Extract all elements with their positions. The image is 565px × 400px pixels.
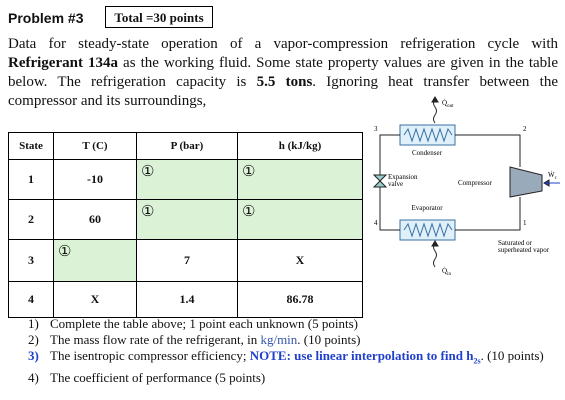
cell: 1: [8, 159, 54, 200]
cell: ①: [237, 159, 363, 200]
header-cell: P (bar): [136, 132, 238, 160]
q-in: Q̇in: [442, 267, 451, 277]
text: The mass flow rate of the refrigerant, i…: [50, 332, 261, 347]
total-points: Total =30 points: [105, 6, 213, 28]
text: Refrigerant 134a: [8, 55, 119, 71]
cell: 60: [53, 199, 137, 240]
subscript: 2s: [473, 356, 481, 366]
cell: 1.4: [136, 281, 238, 318]
cell: -10: [53, 159, 137, 200]
symbol: Ẇ: [548, 171, 555, 179]
text: kg/min: [260, 332, 298, 347]
symbol: Q̇: [442, 99, 447, 107]
subscript: in: [447, 272, 451, 277]
compressor-label: Compressor: [458, 179, 493, 187]
cycle-diagram: Q̇out Q̇in Ẇc Condenser Evaporator Compr…: [372, 96, 560, 277]
w-c: Ẇc: [548, 171, 558, 181]
questions: 1) Complete the table above; 1 point each…: [28, 316, 548, 386]
state-table: State T (C) P (bar) h (kJ/kg) 1 -10 ① ① 2 60 ① ① …: [8, 132, 363, 318]
text: . (10 points): [297, 332, 361, 347]
valve-label: valve: [388, 180, 403, 188]
question: 4) The coefficient of performance (5 poin…: [28, 370, 548, 386]
state-number: 3: [374, 125, 378, 133]
q-out: Q̇out: [442, 99, 454, 109]
text: . (10 points): [480, 348, 544, 363]
text: Data for steady-state operation of a vap…: [8, 36, 558, 52]
condenser-label: Condenser: [412, 149, 443, 157]
cell: X: [53, 281, 137, 318]
cell: 4: [8, 281, 54, 318]
cell: 7: [136, 239, 238, 282]
state-number: 2: [523, 125, 527, 133]
text: The isentropic compressor efficiency;: [50, 348, 250, 363]
state-number: 4: [374, 219, 378, 227]
question: 3) The isentropic compressor efficiency; …: [28, 348, 548, 370]
symbol: Q̇: [442, 267, 447, 275]
cell: 86.78: [237, 281, 363, 318]
text: 5.5 tons: [256, 74, 313, 90]
state-number: 1: [523, 219, 527, 227]
cell: X: [237, 239, 363, 282]
text: . Ignoring heat transfer between the com…: [8, 74, 558, 109]
evaporator-label: Evaporator: [411, 204, 443, 212]
subscript: out: [447, 104, 454, 109]
subscript: c: [555, 176, 558, 181]
text: NOTE: use linear interpolation to find h: [249, 348, 474, 363]
header-cell: T (C): [53, 132, 137, 160]
header-cell: State: [8, 132, 54, 160]
vapor-label: Saturated or: [498, 239, 533, 247]
text: as the working fluid. Some state propert…: [8, 55, 559, 90]
intro: Data for steady-state operation of a vap…: [8, 35, 558, 111]
cell: ①: [53, 239, 137, 282]
number: 2): [28, 332, 39, 347]
cell: ①: [136, 159, 238, 200]
text: Complete the table above; 1 point each u…: [50, 316, 358, 331]
cell: ①: [237, 199, 363, 240]
text: The coefficient of performance (5 points…: [50, 369, 266, 385]
valve-label: Expansion: [388, 173, 418, 181]
problem-label: Problem #3: [8, 10, 84, 26]
cell: 3: [8, 239, 54, 282]
question: 1) Complete the table above; 1 point each…: [28, 316, 548, 332]
header-cell: h (kJ/kg): [237, 132, 363, 160]
number: 3): [28, 348, 39, 363]
number: 1): [28, 316, 39, 331]
cell: 2: [8, 199, 54, 240]
number: 4): [28, 369, 39, 385]
vapor-label: superheated vapor: [498, 246, 550, 254]
cell: ①: [136, 199, 238, 240]
question: 2) The mass flow rate of the refrigerant,…: [28, 332, 548, 348]
